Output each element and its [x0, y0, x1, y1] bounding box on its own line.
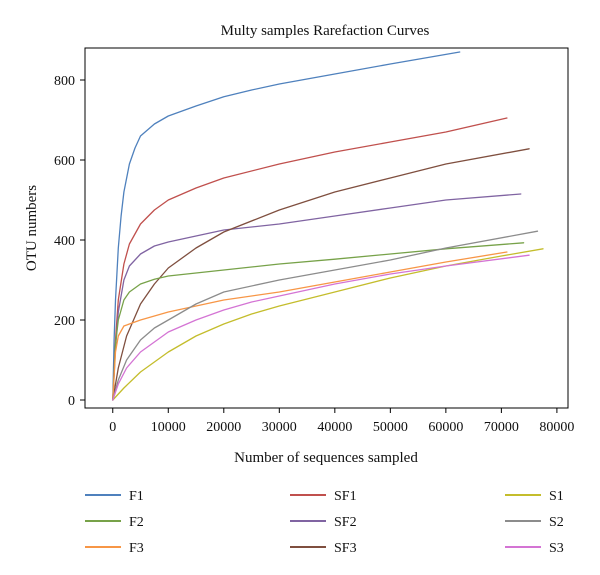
x-axis-label: Number of sequences sampled	[234, 450, 418, 466]
x-tick-label: 0	[109, 420, 116, 435]
legend-label: SF2	[334, 515, 357, 530]
plot-frame	[84, 47, 569, 409]
chart-title: Multy samples Rarefaction Curves	[221, 23, 430, 39]
series-line-f2	[112, 242, 525, 401]
y-tick-label: 800	[54, 74, 75, 89]
legend-label: S2	[549, 515, 564, 530]
legend-item-f3: F3	[85, 541, 144, 556]
series-line-s3	[112, 254, 530, 401]
x-tick-label: 60000	[428, 420, 463, 435]
y-tick-label: 0	[68, 394, 75, 409]
series-line-sf3	[112, 148, 530, 401]
legend: F1 SF1 S1 F2 SF2 S2 F3 SF3 S3	[85, 489, 564, 556]
axis-ticks: 0 10000 20000 30000 40000 50000 60000 70000 8000…	[54, 74, 574, 435]
y-tick-label: 200	[54, 314, 75, 329]
legend-item-s3: S3	[505, 541, 564, 556]
series-line-f1	[112, 51, 461, 401]
x-tick-label: 10000	[151, 420, 186, 435]
legend-label: SF1	[334, 489, 357, 504]
series-line-sf1	[112, 117, 508, 401]
series-lines	[112, 51, 544, 401]
x-tick-label: 40000	[317, 420, 352, 435]
x-tick-label: 70000	[484, 420, 519, 435]
legend-label: F1	[129, 489, 144, 504]
legend-item-s2: S2	[505, 515, 564, 530]
legend-label: F3	[129, 541, 144, 556]
legend-item-s1: S1	[505, 489, 564, 504]
x-tick-label: 50000	[373, 420, 408, 435]
legend-item-sf3: SF3	[290, 541, 357, 556]
x-tick-label: 30000	[262, 420, 297, 435]
legend-item-sf2: SF2	[290, 515, 357, 530]
y-axis-label: OTU numbers	[24, 185, 40, 271]
series-line-sf2	[112, 193, 522, 401]
legend-item-f2: F2	[85, 515, 144, 530]
series-line-f3	[112, 251, 508, 401]
series-line-s2	[112, 230, 539, 401]
legend-label: S3	[549, 541, 564, 556]
x-tick-label: 80000	[539, 420, 574, 435]
y-tick-label: 400	[54, 234, 75, 249]
legend-label: SF3	[334, 541, 357, 556]
legend-label: F2	[129, 515, 144, 530]
legend-item-f1: F1	[85, 489, 144, 504]
x-tick-label: 20000	[206, 420, 241, 435]
legend-label: S1	[549, 489, 564, 504]
legend-item-sf1: SF1	[290, 489, 357, 504]
y-tick-label: 600	[54, 154, 75, 169]
